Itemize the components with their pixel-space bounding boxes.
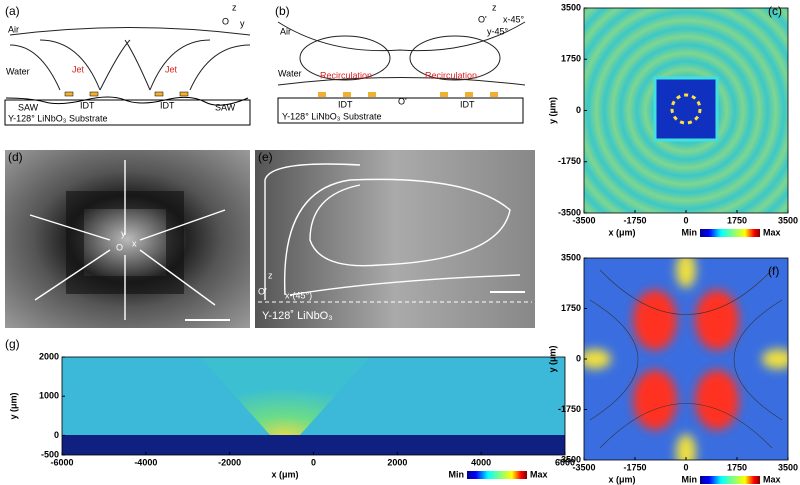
- y-tick-label: -3500: [558, 454, 581, 464]
- text: Jet: [72, 64, 85, 74]
- colorbar-max: Max: [763, 227, 781, 237]
- x-axis-label: x (μm): [271, 469, 298, 479]
- colorbar-min: Min: [682, 227, 698, 237]
- x-tick-label: -1750: [623, 462, 646, 472]
- photo: [255, 150, 535, 328]
- heatmap-core: [653, 76, 719, 142]
- text: Recirculation: [425, 70, 477, 80]
- panel-label: (e): [258, 150, 273, 164]
- text: SAW: [215, 102, 236, 112]
- axis-label: O: [116, 242, 123, 252]
- colorbar: [700, 476, 760, 484]
- text: Recirculation: [320, 70, 372, 80]
- colorbar-max: Max: [763, 474, 781, 484]
- x-tick-label: -1750: [623, 215, 646, 225]
- axis-label: x-(45°): [285, 290, 312, 300]
- axis-label: z: [268, 270, 273, 280]
- x-tick-label: 0: [683, 215, 688, 225]
- y-tick-label: 2000: [39, 351, 59, 361]
- text: Air: [280, 26, 291, 36]
- text: IDT: [80, 100, 95, 110]
- colorbar-max: Max: [530, 469, 548, 479]
- axis-label: x: [132, 238, 137, 248]
- text: Y-128° LiNbO₃ Substrate: [8, 113, 108, 123]
- text: O': [398, 96, 407, 106]
- x-tick-label: -3500: [572, 462, 595, 472]
- x-tick-label: 2000: [387, 457, 407, 467]
- x-tick-label: 1750: [727, 215, 747, 225]
- x-tick-label: -4000: [134, 457, 157, 467]
- x-tick-label: 4000: [471, 457, 491, 467]
- y-tick-label: 0: [576, 353, 581, 363]
- panel-label: (g): [5, 337, 20, 351]
- photo: [5, 150, 250, 328]
- panel-b: (b) Air Water Recirculation Recirculatio…: [275, 2, 526, 124]
- x-tick-label: 6000: [555, 457, 575, 467]
- axis-label: y-45°: [487, 26, 509, 36]
- colorbar-min: Min: [682, 474, 698, 484]
- axis-label: z: [232, 2, 237, 12]
- y-tick-label: -1750: [558, 156, 581, 166]
- colorbar: [467, 471, 527, 479]
- axis-label: O': [258, 286, 267, 296]
- y-tick-label: 3500: [561, 2, 581, 12]
- text: SAW: [18, 102, 39, 112]
- y-tick-label: 1750: [561, 54, 581, 64]
- y-axis-label: y (μm): [547, 97, 557, 124]
- x-tick-label: 0: [683, 462, 688, 472]
- x-tick-label: -6000: [50, 457, 73, 467]
- y-tick-label: 1750: [561, 303, 581, 313]
- y-tick-label: 0: [54, 430, 59, 440]
- panel-label: (d): [8, 150, 23, 164]
- axis-label: y: [121, 228, 126, 238]
- y-axis-label: y (μm): [547, 345, 557, 372]
- text: IDT: [460, 99, 475, 109]
- panel-label: (b): [275, 4, 290, 18]
- x-tick-label: 1750: [727, 462, 747, 472]
- axis-label: y: [240, 18, 245, 28]
- text: Water: [6, 66, 30, 76]
- x-tick-label: -2000: [218, 457, 241, 467]
- text: Y-128˚ LiNbO₃: [262, 310, 333, 322]
- panel-g: (g): [5, 337, 565, 455]
- y-axis-label: y (μm): [8, 392, 18, 419]
- panel-d: (d) y O x: [5, 150, 250, 328]
- panel-e: (e) z O' x-(45°) Y-128˚ LiNbO₃: [255, 150, 535, 328]
- y-tick-label: 1000: [39, 391, 59, 401]
- x-tick-label: 3500: [778, 462, 798, 472]
- y-tick-label: -3500: [558, 207, 581, 217]
- y-tick-label: -1750: [558, 404, 581, 414]
- text: Air: [8, 24, 19, 34]
- text: IDT: [338, 99, 353, 109]
- colorbar-min: Min: [449, 469, 465, 479]
- text: Y-128° LiNbO₃ Substrate: [282, 111, 382, 121]
- panel-label: (a): [5, 4, 20, 18]
- panel-label: (f): [768, 264, 779, 278]
- text: Water: [278, 68, 302, 78]
- panel-label: (c): [768, 4, 782, 18]
- text: Jet: [165, 64, 178, 74]
- x-tick-label: -3500: [572, 215, 595, 225]
- x-tick-label: 0: [311, 457, 316, 467]
- y-tick-label: 0: [576, 105, 581, 115]
- substrate: [62, 435, 565, 455]
- colorbar: [700, 229, 760, 237]
- panel-a: (a) Air Water Jet Jet SAW IDT IDT SAW Y-…: [4, 2, 251, 126]
- y-tick-label: 3500: [561, 252, 581, 262]
- heatmap: [584, 258, 788, 460]
- axis-label: O: [222, 16, 229, 26]
- axis-label: x-45°: [503, 14, 525, 24]
- text: IDT: [160, 100, 175, 110]
- x-axis-label: x (μm): [608, 227, 635, 237]
- x-tick-label: 3500: [778, 215, 798, 225]
- panel-f: (f): [584, 258, 788, 460]
- axis-label: O': [478, 14, 487, 24]
- panel-c: (c): [584, 4, 788, 213]
- axis-label: z: [492, 2, 497, 12]
- y-tick-label: -500: [41, 449, 59, 459]
- x-axis-label: x (μm): [608, 474, 635, 484]
